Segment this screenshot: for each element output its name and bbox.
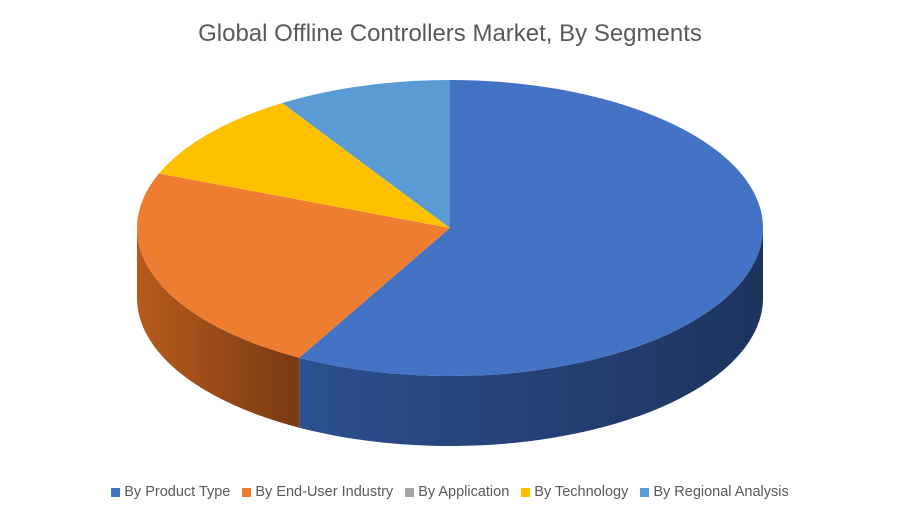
- legend-label: By Application: [418, 484, 510, 500]
- pie-sides: [137, 228, 763, 446]
- legend-label: By Product Type: [124, 484, 231, 500]
- legend-swatch: [405, 487, 415, 497]
- legend-label: By Technology: [534, 484, 629, 500]
- pie-slice-by-product-type: [299, 80, 763, 376]
- pie-slice-by-end-user-industry: [136, 173, 450, 358]
- legend-swatch: [640, 487, 650, 497]
- legend-swatch: [521, 487, 531, 497]
- pie-slice-by-regional-analysis: [282, 80, 450, 228]
- legend-label: By End-User Industry: [255, 484, 394, 500]
- pie-tops: [136, 80, 763, 376]
- legend-label: By Regional Analysis: [653, 484, 789, 500]
- legend-item-by-end-user-industry: By End-User Industry: [242, 484, 393, 500]
- legend-item-by-product-type: By Product Type: [111, 484, 230, 500]
- legend-item-by-regional-analysis: By Regional Analysis: [640, 484, 789, 500]
- pie-side-shade: [137, 228, 300, 428]
- pie-side-shade: [299, 228, 763, 446]
- legend-item-by-application: By Application: [405, 484, 509, 500]
- pie-slice-by-technology: [158, 103, 450, 228]
- legend-swatch: [242, 487, 252, 497]
- chart-title: Global Offline Controllers Market, By Se…: [198, 20, 702, 47]
- pie-chart: [136, 80, 763, 446]
- legend-swatch: [111, 487, 121, 497]
- legend: By Product Type By End-User Industry By Ap…: [0, 484, 900, 500]
- legend-item-by-technology: By Technology: [521, 484, 628, 500]
